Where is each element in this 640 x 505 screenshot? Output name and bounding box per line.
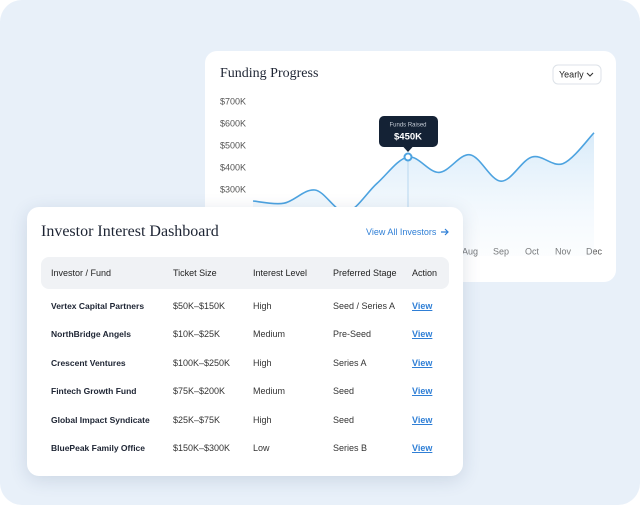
period-dropdown[interactable]: [552, 64, 602, 85]
highlight-point: [403, 152, 413, 162]
table-cell: Seed: [333, 414, 355, 425]
table-cell: Seed / Series A: [333, 301, 396, 311]
table-cell: Medium: [253, 329, 286, 340]
view-all-text[interactable]: View All Investors: [366, 227, 437, 237]
y-tick-label: $300K: [220, 184, 246, 194]
table-cell: $25K–$75K: [173, 414, 221, 425]
x-tick-label: Dec: [586, 246, 603, 256]
table-cell: Series B: [333, 443, 368, 453]
tooltip: [379, 116, 438, 147]
view[interactable]: View: [412, 414, 433, 425]
table-cell: $100K–$250K: [173, 357, 231, 368]
name: Vertex Capital Partners: [51, 301, 145, 311]
name: NorthBridge Angels: [51, 329, 131, 340]
view[interactable]: View: [412, 443, 433, 453]
h: Investor / Fund: [51, 268, 112, 278]
view[interactable]: View: [412, 329, 433, 340]
table-cell: $10K–$25K: [173, 329, 221, 340]
h: Preferred Stage: [333, 268, 397, 278]
arrow-icon: [441, 228, 450, 236]
line: [252, 132, 595, 213]
table-cell: High: [253, 357, 272, 368]
h: Action: [412, 268, 438, 278]
y-tick-label: $400K: [220, 162, 246, 172]
table-card: Investor Interest Dashboard View All Inv…: [27, 207, 463, 476]
table-cell: Series A: [333, 357, 367, 368]
table-cell: $75K–$200K: [173, 386, 226, 397]
tooltip-tail: [403, 146, 413, 152]
table-cell: Seed: [333, 386, 355, 397]
table-title: Investor Interest Dashboard: [41, 223, 219, 240]
table-cell: $50K–$150K: [173, 301, 226, 311]
table-cell: Medium: [253, 386, 286, 397]
table-cell: Low: [253, 443, 270, 453]
view[interactable]: View: [412, 357, 433, 368]
name: Crescent Ventures: [51, 357, 126, 368]
name: BluePeak Family Office: [51, 443, 146, 453]
y-tick-label: $700K: [220, 96, 246, 106]
period-label[interactable]: Yearly: [559, 69, 584, 79]
y-tick-label: $600K: [220, 118, 246, 128]
view[interactable]: View: [412, 386, 433, 397]
dropdown-chevron: [586, 72, 594, 77]
tooltip-label: Funds Raised: [389, 123, 426, 129]
name: Global Impact Syndicate: [51, 414, 150, 425]
table-cell: High: [253, 301, 272, 311]
name: Fintech Growth Fund: [51, 386, 137, 397]
table-cell: $150K–$300K: [173, 443, 231, 453]
h: Interest Level: [253, 268, 308, 278]
tooltip-value: $450K: [394, 132, 422, 143]
y-tick-label: $500K: [220, 140, 246, 150]
table-cell: High: [253, 414, 272, 425]
view-all-link[interactable]: View All Investors: [366, 227, 450, 237]
view[interactable]: View: [412, 301, 433, 311]
h: Ticket Size: [173, 268, 217, 278]
table-header: [41, 257, 449, 289]
table-cell: Pre-Seed: [333, 329, 372, 340]
chart-title: Funding Progress: [220, 66, 318, 81]
